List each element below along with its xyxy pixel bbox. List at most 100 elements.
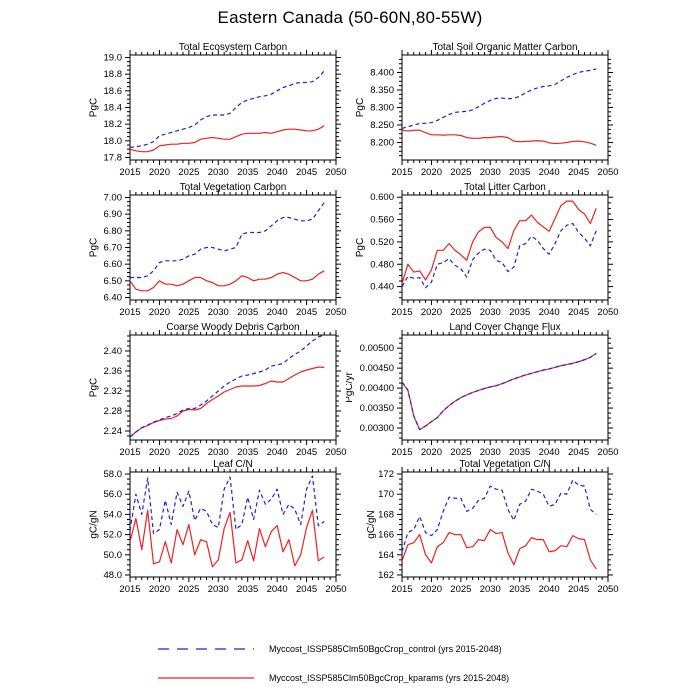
- y-tick-label: 54.0: [104, 509, 123, 520]
- x-tick-label: 2035: [509, 447, 530, 458]
- x-tick-label: 2035: [237, 447, 258, 458]
- x-tick-label: 2020: [421, 584, 442, 595]
- x-tick-label: 2015: [119, 307, 140, 318]
- x-tick-label: 2015: [391, 584, 412, 595]
- series-line-control: [129, 475, 325, 535]
- y-tick-label: 18.4: [104, 103, 123, 114]
- y-axis-label: gC/gN: [88, 510, 99, 538]
- y-tick-label: 18.0: [104, 136, 123, 147]
- x-tick-label: 2045: [568, 584, 589, 595]
- x-tick-label: 2040: [539, 167, 560, 178]
- x-tick-label: 2025: [450, 167, 471, 178]
- y-tick-label: 2.28: [104, 406, 123, 417]
- y-tick-label: 172: [378, 469, 394, 480]
- x-tick-label: 2020: [421, 167, 442, 178]
- y-tick-label: 164: [378, 550, 394, 561]
- x-tick-label: 2025: [178, 584, 199, 595]
- x-tick-label: 2040: [539, 584, 560, 595]
- x-tick-label: 2020: [421, 307, 442, 318]
- series-line-control: [129, 70, 325, 149]
- series-line-control: [401, 479, 597, 552]
- x-tick-label: 2050: [597, 167, 618, 178]
- x-tick-label: 2030: [208, 167, 229, 178]
- x-tick-label: 2030: [208, 307, 229, 318]
- x-tick-label: 2045: [568, 307, 589, 318]
- x-tick-label: 2040: [267, 307, 288, 318]
- legend-dashed-line-sample: [158, 647, 254, 650]
- x-tick-label: 2030: [480, 584, 501, 595]
- x-tick-label: 2050: [325, 307, 346, 318]
- y-tick-label: 2.36: [104, 366, 123, 377]
- y-tick-label: 0.00500: [360, 343, 394, 354]
- x-tick-label: 2015: [119, 447, 140, 458]
- x-tick-label: 2030: [480, 167, 501, 178]
- x-tick-label: 2025: [450, 584, 471, 595]
- series-line-control: [401, 222, 597, 289]
- x-tick-label: 2050: [597, 447, 618, 458]
- y-axis-label: gC/gN: [366, 510, 377, 538]
- x-tick-label: 2025: [178, 307, 199, 318]
- y-axis-label: PgC: [88, 98, 99, 117]
- y-tick-label: 162: [378, 570, 394, 581]
- chart-svg-total-ecosystem-carbon: 2015 2020 2025 2030 2035 2040 2045 2050 17.8 18.0…: [88, 42, 346, 178]
- y-tick-label: 0.440: [370, 282, 394, 293]
- x-tick-label: 2045: [296, 167, 317, 178]
- chart-land-cover-change-flux: 2015 2020 2025 2030 2035 2040 2045 2050 0.00300 0…: [344, 321, 622, 461]
- x-tick-label: 2030: [208, 584, 229, 595]
- chart-svg-total-vegetation-carbon: 2015 2020 2025 2030 2035 2040 2045 2050 6.40 6.50…: [88, 182, 346, 318]
- x-tick-label: 2045: [296, 307, 317, 318]
- x-tick-label: 2035: [509, 584, 530, 595]
- x-tick-label: 2025: [450, 307, 471, 318]
- chart-title: Total Vegetation Carbon: [180, 182, 287, 193]
- y-tick-label: 19.0: [104, 53, 123, 64]
- y-tick-label: 2.32: [104, 386, 123, 397]
- chart-title: Total Ecosystem Carbon: [179, 42, 287, 53]
- x-tick-label: 2015: [391, 167, 412, 178]
- series-line-kparams: [129, 509, 325, 568]
- legend-label-kparams: Myccost_ISSP585Clm50BgcCrop_kparams (yrs…: [269, 672, 510, 683]
- x-tick-label: 2015: [119, 584, 140, 595]
- x-tick-label: 2025: [450, 447, 471, 458]
- chart-total-vegetation-carbon: 2015 2020 2025 2030 2035 2040 2045 2050 6.40 6.50…: [74, 181, 350, 321]
- x-tick-label: 2045: [296, 447, 317, 458]
- y-tick-label: 2.40: [104, 346, 123, 357]
- x-tick-label: 2035: [237, 584, 258, 595]
- y-tick-label: 0.520: [370, 237, 394, 248]
- series-line-control: [401, 352, 597, 431]
- chart-svg-total-litter-carbon: 2015 2020 2025 2030 2035 2040 2045 2050 0.440 0.4…: [355, 182, 619, 318]
- legend-label-control: Myccost_ISSP585Clm50BgcCrop_control (yrs…: [269, 643, 502, 654]
- y-tick-label: 8.200: [370, 138, 394, 149]
- y-tick-label: 168: [378, 509, 394, 520]
- y-tick-label: 8.250: [370, 120, 394, 131]
- chart-svg-total-vegetation-c-n: 2015 2020 2025 2030 2035 2040 2045 2050 162 164 16…: [366, 459, 619, 595]
- legend-solid-line-sample: [158, 676, 254, 679]
- x-tick-label: 2045: [568, 447, 589, 458]
- y-tick-label: 18.2: [104, 119, 123, 130]
- y-tick-label: 6.80: [104, 226, 123, 237]
- y-tick-label: 170: [378, 489, 394, 500]
- x-tick-label: 2020: [149, 167, 170, 178]
- y-tick-label: 0.600: [370, 192, 394, 203]
- y-tick-label: 166: [378, 530, 394, 541]
- y-tick-label: 56.0: [104, 489, 123, 500]
- x-tick-label: 2045: [568, 167, 589, 178]
- x-tick-label: 2035: [509, 307, 530, 318]
- chart-title: Total Soil Organic Matter Carbon: [432, 42, 577, 53]
- x-tick-label: 2020: [421, 447, 442, 458]
- chart-svg-land-cover-change-flux: 2015 2020 2025 2030 2035 2040 2045 2050 0.00300 0…: [344, 322, 618, 458]
- y-tick-label: 6.60: [104, 259, 123, 270]
- chart-total-soil-organic-matter-carbon: 2015 2020 2025 2030 2035 2040 2045 2050 8.200 8.2…: [346, 41, 622, 181]
- chart-leaf-c-n: 2015 2020 2025 2030 2035 2040 2045 2050 48.0 50.0…: [74, 458, 350, 598]
- x-tick-label: 2035: [237, 307, 258, 318]
- x-tick-label: 2050: [597, 584, 618, 595]
- x-tick-label: 2015: [391, 307, 412, 318]
- x-tick-label: 2050: [597, 307, 618, 318]
- y-tick-label: 18.6: [104, 86, 123, 97]
- y-tick-label: 0.00300: [360, 423, 394, 434]
- x-tick-label: 2040: [539, 307, 560, 318]
- y-tick-label: 6.90: [104, 209, 123, 220]
- y-tick-label: 52.0: [104, 530, 123, 541]
- y-axis-label: PgC: [88, 238, 99, 257]
- x-tick-label: 2015: [119, 167, 140, 178]
